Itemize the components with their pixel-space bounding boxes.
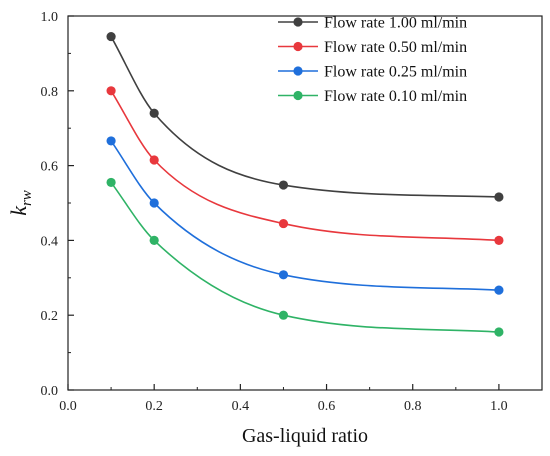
y-axis-title: krw [6,190,35,216]
data-point [278,270,289,280]
legend-marker [293,90,303,101]
data-point [149,235,159,245]
x-axis: 0.0 0.2 0.4 0.6 0.8 1.0 [59,384,508,414]
y-tick-label: 1.0 [41,10,59,25]
legend-label: Flow rate 0.25 ml/min [324,64,467,81]
data-point [149,198,159,208]
data-point [106,136,116,146]
y-tick-label: 0.8 [41,85,59,100]
data-point [494,285,504,295]
data-point [494,327,504,337]
x-tick-label: 0.4 [232,399,250,414]
data-point [149,155,159,165]
legend-item: Flow rate 0.25 ml/min [278,64,467,81]
x-tick-label: 0.8 [404,399,422,414]
y-axis-title-sub: rw [19,190,35,206]
data-point [278,310,289,320]
x-tick-label: 0.0 [59,399,77,414]
legend-item: Flow rate 0.10 ml/min [278,88,467,105]
series-line [110,140,499,291]
x-tick-label: 0.6 [318,399,336,414]
data-point [278,180,289,190]
y-axis-title-main: k [6,205,31,216]
legend-marker [293,41,303,52]
legend: Flow rate 1.00 ml/min Flow rate 0.50 ml/m… [278,15,467,105]
data-point [106,86,116,96]
y-axis: 0.0 0.2 0.4 0.6 0.8 1.0 [41,10,74,399]
series-line [110,90,499,242]
x-axis-title: Gas-liquid ratio [242,425,368,447]
data-point [494,235,504,245]
legend-label: Flow rate 0.10 ml/min [324,88,467,105]
data-point [106,177,116,188]
x-tick-label: 1.0 [490,399,508,414]
series-line [110,36,499,198]
legend-item: Flow rate 1.00 ml/min [278,15,467,32]
x-tick-label: 0.2 [145,399,163,414]
y-tick-label: 0.0 [41,384,59,399]
plot-frame [67,15,543,391]
y-tick-label: 0.2 [41,309,59,324]
plot-area [67,15,543,391]
data-point [278,218,289,229]
legend-marker [293,17,303,27]
legend-item: Flow rate 0.50 ml/min [278,39,467,56]
series-line [110,181,499,333]
y-tick-label: 0.6 [41,160,59,175]
data-point [494,192,504,202]
y-tick-label: 0.4 [41,234,59,249]
svg-text:krw: krw [6,190,35,216]
legend-label: Flow rate 1.00 ml/min [324,15,467,32]
legend-marker [293,66,303,76]
legend-label: Flow rate 0.50 ml/min [324,39,467,56]
data-point [149,108,159,118]
data-point [106,31,116,42]
series-layer [106,31,504,337]
